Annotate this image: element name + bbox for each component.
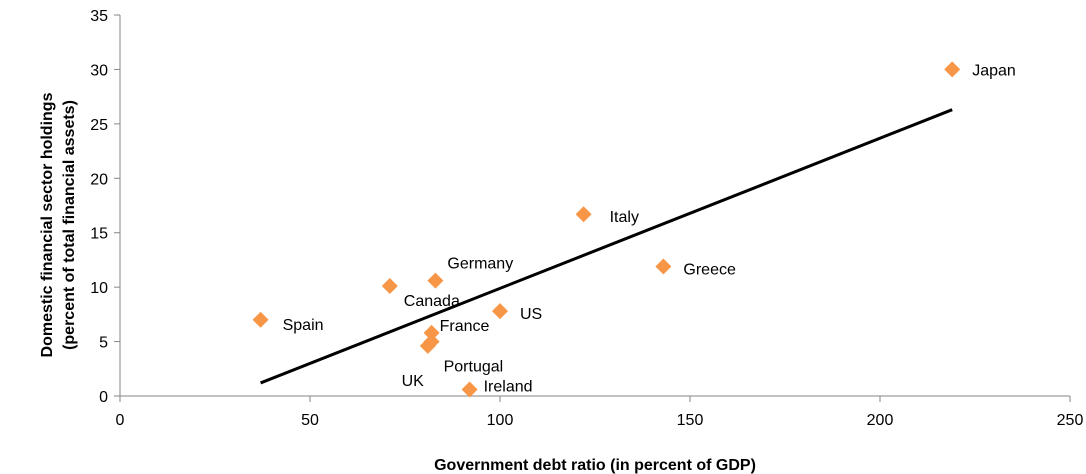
x-tick-label: 0 xyxy=(116,412,125,429)
data-point-uk xyxy=(419,337,436,354)
point-label-canada: Canada xyxy=(404,293,460,310)
y-tick-label: 20 xyxy=(90,171,108,188)
data-point-spain xyxy=(252,311,269,328)
y-tick-label: 0 xyxy=(99,389,108,406)
data-point-canada xyxy=(381,278,398,295)
point-label-france: France xyxy=(440,318,490,335)
y-tick-label: 15 xyxy=(90,226,108,243)
point-label-germany: Germany xyxy=(447,256,513,273)
data-point-ireland xyxy=(461,381,478,398)
data-point-italy xyxy=(575,206,592,223)
data-point-us xyxy=(492,303,508,320)
point-label-italy: Italy xyxy=(610,209,639,226)
y-axis-title-line1: Domestic financial sector holdings xyxy=(39,92,56,357)
point-label-ireland: Ireland xyxy=(484,378,533,395)
data-point-germany xyxy=(427,272,444,289)
point-label-spain: Spain xyxy=(283,317,324,334)
point-label-greece: Greece xyxy=(683,261,736,278)
y-tick-label: 25 xyxy=(90,117,108,134)
point-labels: Japan Italy Greece Germany Canada US Spain Fran… xyxy=(283,62,1016,395)
x-tick-label: 50 xyxy=(301,412,319,429)
y-axis-ticks: 0 5 10 15 20 25 30 35 xyxy=(90,8,120,406)
y-tick-label: 30 xyxy=(90,62,108,79)
y-tick-label: 35 xyxy=(90,8,108,25)
trendline xyxy=(260,108,953,385)
y-tick-label: 5 xyxy=(99,335,108,352)
point-label-japan: Japan xyxy=(972,62,1016,79)
data-point-greece xyxy=(655,258,672,275)
x-tick-label: 100 xyxy=(487,412,514,429)
y-axis-title-line2: (percent of total financial assets) xyxy=(61,100,78,350)
axes xyxy=(119,15,1070,397)
point-label-uk: UK xyxy=(402,373,425,390)
y-tick-label: 10 xyxy=(90,280,108,297)
data-points xyxy=(252,61,961,398)
x-tick-label: 150 xyxy=(677,412,704,429)
point-label-portugal: Portugal xyxy=(444,359,504,376)
data-point-japan xyxy=(944,61,961,78)
x-axis-title: Government debt ratio (in percent of GDP… xyxy=(434,457,756,474)
point-label-us: US xyxy=(520,306,542,323)
trendline-group xyxy=(260,108,953,385)
x-axis-ticks: 0 50 100 150 200 250 xyxy=(116,396,1084,429)
data-point-france xyxy=(423,324,440,341)
x-tick-label: 250 xyxy=(1057,412,1084,429)
x-tick-label: 200 xyxy=(867,412,894,429)
